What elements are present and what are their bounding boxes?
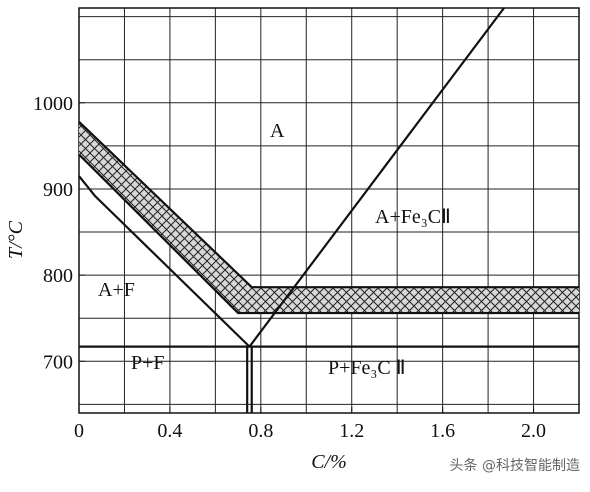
annotation: A+F	[98, 279, 135, 301]
y-tick-label: 1000	[33, 93, 73, 115]
phase-line	[78, 175, 251, 348]
annotation: A+Fe₃CⅡ	[375, 206, 451, 228]
annotation: A	[270, 120, 285, 142]
x-axis-label: C/%	[311, 451, 347, 473]
band-boundary	[78, 120, 579, 289]
x-tick-label: 1.6	[430, 420, 455, 442]
annotation: P+Fe₃C Ⅱ	[328, 357, 406, 379]
x-tick-label: 0	[74, 420, 84, 442]
y-axis-label: T/°C	[5, 220, 27, 259]
phase-line	[248, 7, 505, 348]
watermark: 头条 @科技智能制造	[450, 457, 580, 474]
plot-frame	[78, 7, 580, 414]
x-tick-label: 2.0	[521, 420, 546, 442]
hatched-band	[79, 121, 579, 314]
y-tick-label: 700	[43, 351, 73, 373]
y-tick-label: 800	[43, 265, 73, 287]
x-tick-label: 1.2	[339, 420, 364, 442]
y-tick-label: 900	[43, 179, 73, 201]
band-boundary	[78, 153, 579, 315]
annotation: P+F	[131, 352, 165, 374]
x-tick-label: 0.4	[157, 420, 182, 442]
x-tick-label: 0.8	[248, 420, 273, 442]
